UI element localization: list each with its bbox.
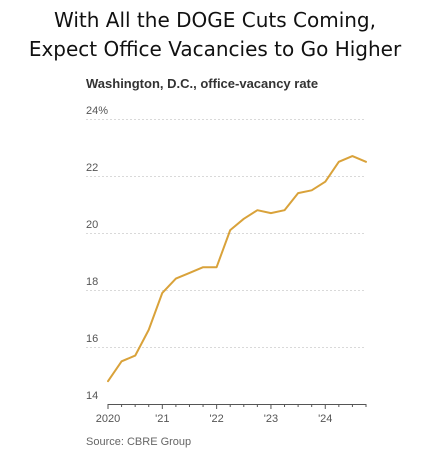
- series-line-vacancy-rate: [107, 155, 367, 383]
- source-note: Source: CBRE Group: [86, 436, 192, 448]
- headline: With All the DOGE Cuts Coming, Expect Of…: [0, 6, 430, 64]
- x-tick-label-22: '22: [209, 413, 223, 425]
- x-tick-label-23: '23: [264, 413, 278, 425]
- series-layer: [107, 155, 367, 383]
- headline-line-1: With All the DOGE Cuts Coming,: [54, 8, 376, 32]
- x-tick-label-21: '21: [155, 413, 169, 425]
- x-tick-label-24: '24: [318, 413, 332, 425]
- y-tick-label-18: 18: [86, 276, 98, 288]
- grid-lines: [86, 119, 366, 405]
- chart-title: Washington, D.C., office-vacancy rate: [86, 76, 319, 91]
- y-tick-label-22: 22: [86, 162, 98, 174]
- headline-line-2: Expect Office Vacancies to Go Higher: [28, 37, 402, 61]
- y-tick-label-20: 20: [86, 219, 98, 231]
- y-tick-label-16: 16: [86, 333, 98, 345]
- y-tick-label-14: 14: [86, 390, 98, 402]
- x-axis-ticks: 2020 '21 '22 '23 '24: [96, 404, 367, 425]
- x-tick-label-2020: 2020: [96, 413, 120, 425]
- y-tick-label-24: 24%: [86, 105, 108, 117]
- y-axis-tick-labels: 24% 22 20 18 16 14: [86, 105, 108, 402]
